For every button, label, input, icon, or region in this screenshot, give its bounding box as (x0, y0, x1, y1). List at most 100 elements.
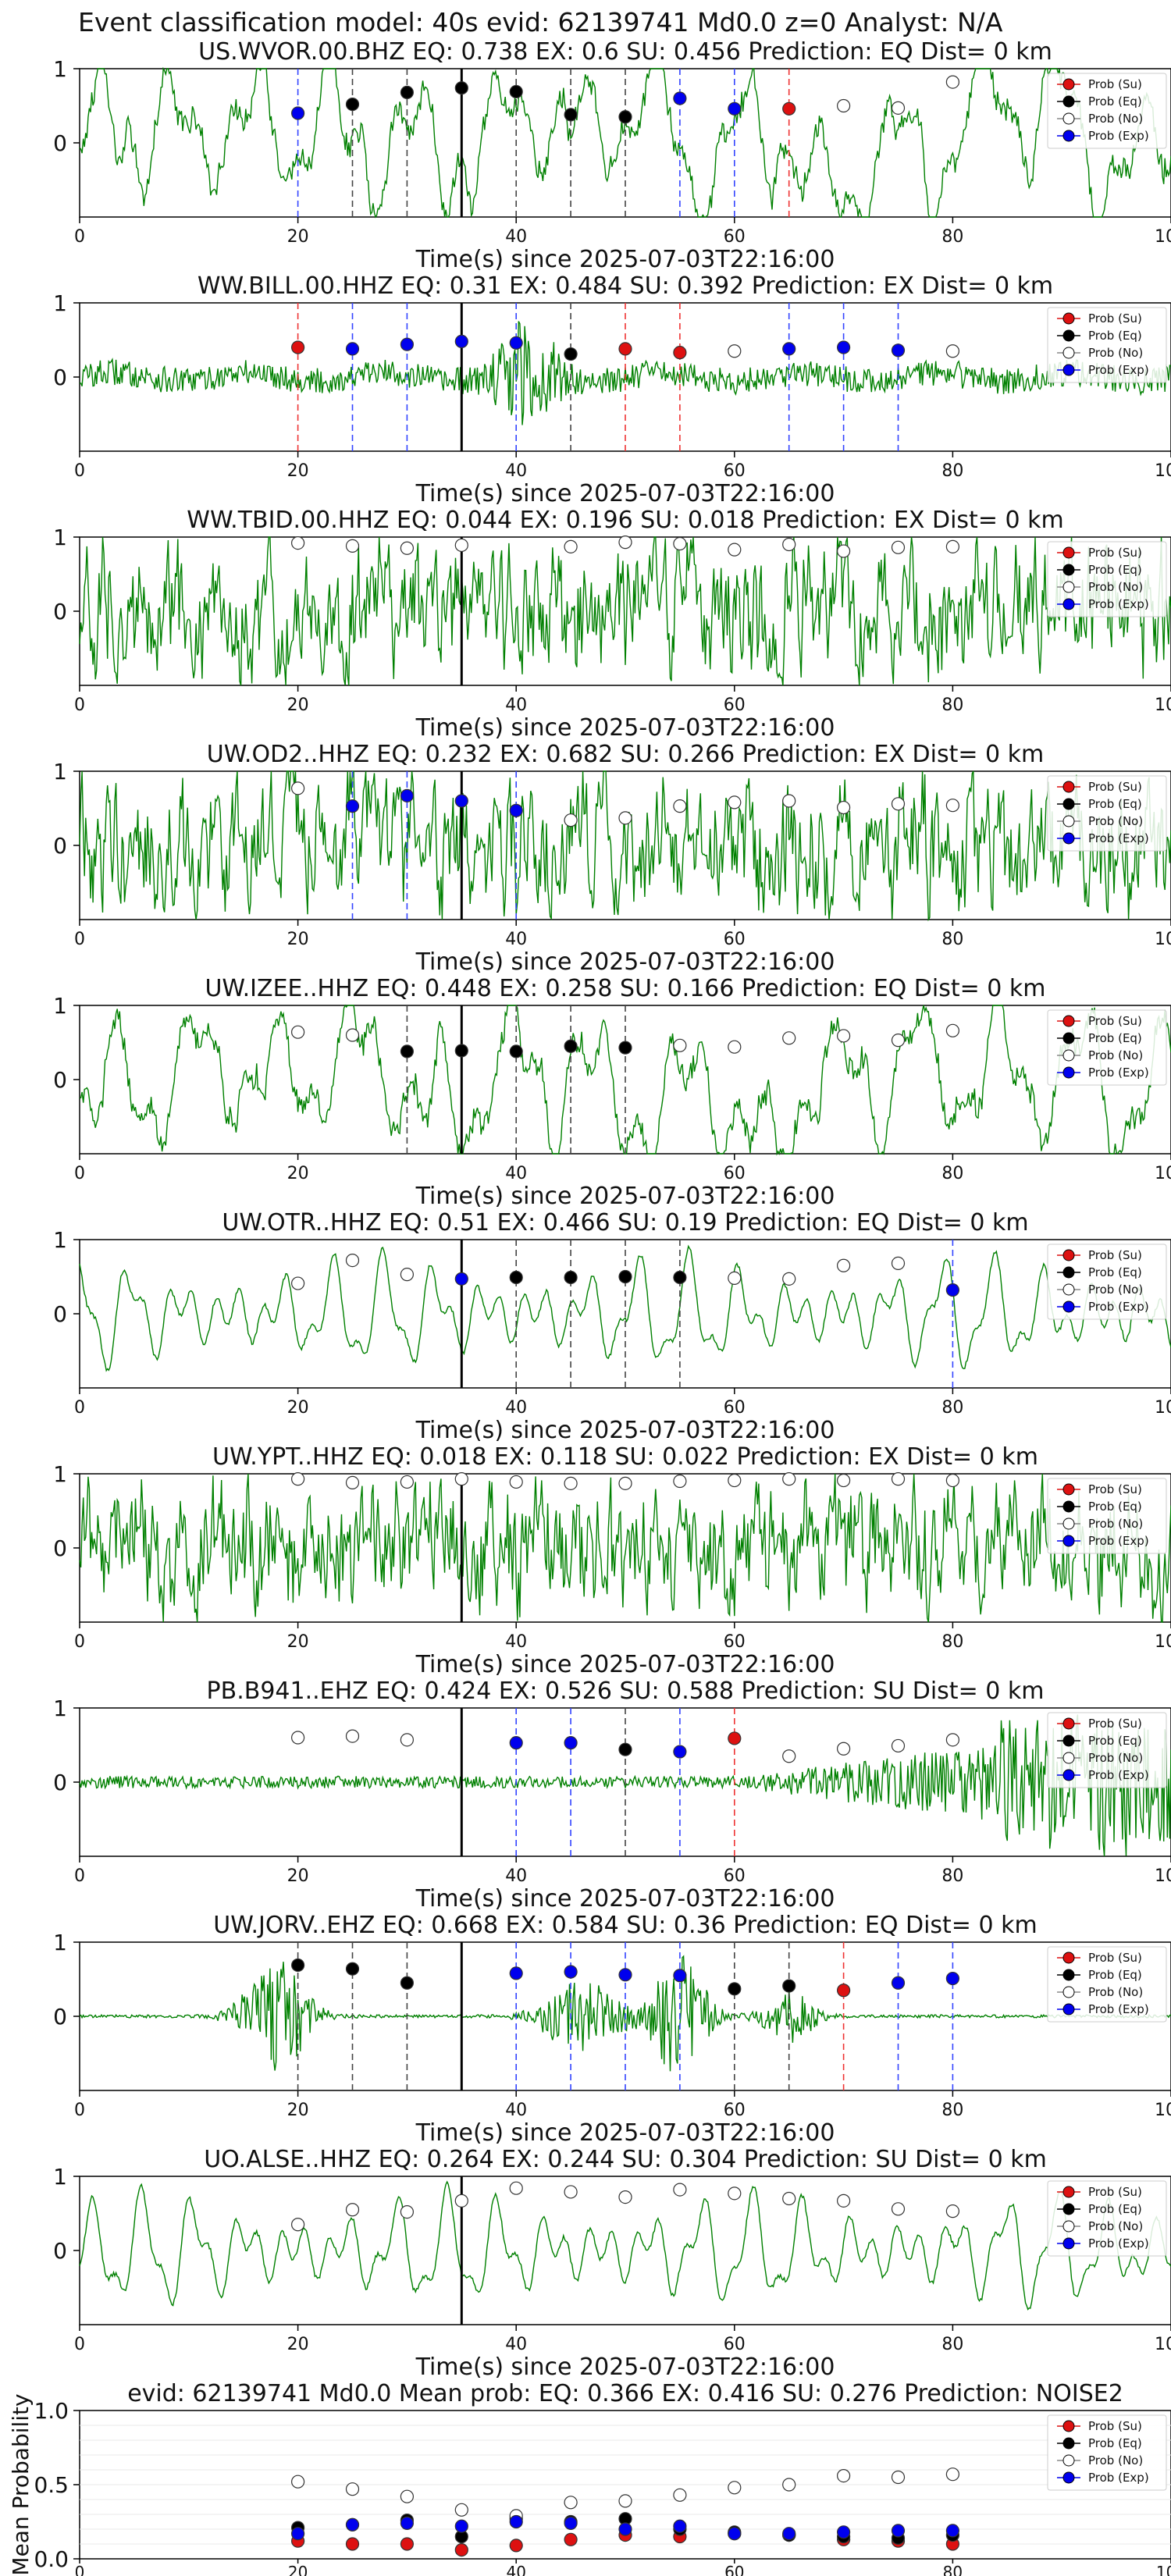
waveform-panel: UW.OTR..HHZ EQ: 0.51 EX: 0.466 SU: 0.19 … (53, 1209, 1171, 1444)
x-axis-label: Time(s) since 2025-07-03T22:16:00 (415, 2354, 835, 2381)
prob-point-exp (564, 1736, 578, 1750)
x-tick-label: 60 (724, 2335, 746, 2354)
prob-point-no (618, 2190, 632, 2204)
prob-point-exp (400, 788, 415, 802)
legend-marker-su (1062, 78, 1075, 91)
x-tick-label: 40 (505, 227, 527, 247)
mean-point-no (400, 2489, 415, 2503)
legend-box (1047, 1009, 1167, 1086)
mean-point-no (673, 2488, 687, 2502)
x-tick-label: 20 (287, 1398, 309, 1418)
legend-marker-eq (1062, 564, 1075, 576)
legend: Prob (Su) Prob (Eq) Prob (No) Prob (Exp) (1047, 775, 1167, 852)
prob-point-no (400, 541, 415, 555)
prob-point-no (345, 1475, 360, 1490)
prob-point-no (454, 538, 468, 553)
prob-point-exp (673, 1745, 687, 1759)
legend-label-no: Prob (No) (1088, 1985, 1143, 1999)
x-axis-label: Time(s) since 2025-07-03T22:16:00 (415, 1183, 835, 1210)
prob-point-eq (728, 1982, 742, 1996)
waveform-panel: UO.ALSE..HHZ EQ: 0.264 EX: 0.244 SU: 0.3… (53, 2146, 1171, 2381)
x-tick-label: 80 (941, 1866, 963, 1886)
x-tick-label: 80 (941, 1398, 963, 1418)
prob-point-no (945, 344, 960, 358)
mean-point-exp (836, 2525, 851, 2539)
x-axis-label: Time(s) since 2025-07-03T22:16:00 (415, 1885, 835, 1912)
prob-point-exp (564, 1965, 578, 1979)
waveform-panel: UW.IZEE..HHZ EQ: 0.448 EX: 0.258 SU: 0.1… (53, 975, 1171, 1210)
prob-point-no (728, 795, 742, 809)
prob-point-no (291, 1731, 305, 1745)
legend-marker-no (1062, 347, 1075, 359)
mean-point-exp (728, 2527, 742, 2541)
x-tick-label: 100 (1155, 1164, 1171, 1183)
legend-marker-eq (1062, 1266, 1075, 1279)
x-tick-label: 60 (724, 227, 746, 247)
prob-point-exp (618, 1968, 632, 1982)
prob-point-no (454, 2194, 468, 2208)
panel-title: UW.IZEE..HHZ EQ: 0.448 EX: 0.258 SU: 0.1… (205, 975, 1045, 1002)
prob-point-no (782, 1749, 796, 1763)
waveform-panel: UW.YPT..HHZ EQ: 0.018 EX: 0.118 SU: 0.02… (53, 1443, 1171, 1678)
prob-point-eq (618, 1269, 632, 1284)
legend-label-exp: Prob (Exp) (1088, 2002, 1149, 2016)
x-tick-label: 80 (941, 696, 963, 715)
legend-marker-exp (1062, 1769, 1075, 1781)
x-tick-label: 60 (724, 1866, 746, 1886)
prob-point-su (673, 346, 687, 360)
legend: Prob (Su) Prob (Eq) Prob (No) Prob (Exp) (1047, 1946, 1167, 2023)
prob-point-no (836, 1742, 851, 1756)
mean-point-no (564, 2496, 578, 2510)
legend-label-no: Prob (No) (1088, 580, 1143, 594)
waveform-trace (79, 536, 1171, 686)
x-tick-label: 60 (724, 696, 746, 715)
prob-point-no (673, 1038, 687, 1052)
legend-marker-no (1062, 1283, 1075, 1296)
legend-marker-exp (1062, 2003, 1075, 2016)
x-tick-label: 20 (287, 2101, 309, 2120)
prob-point-no (836, 800, 851, 815)
x-tick-label: 40 (505, 2335, 527, 2354)
prob-point-exp (400, 337, 415, 351)
prob-point-eq (618, 1041, 632, 1055)
legend-box (1047, 1712, 1167, 1788)
waveform-trace (79, 1473, 1171, 1623)
y-tick-label: 0 (53, 130, 67, 156)
x-tick-label: 0 (74, 2101, 85, 2120)
legend-label-exp: Prob (Exp) (1088, 1066, 1149, 1080)
legend-marker-no (1062, 1752, 1075, 1764)
prob-point-no (673, 536, 687, 551)
mean-point-su (400, 2537, 415, 2551)
legend-label-no: Prob (No) (1088, 2219, 1143, 2233)
prob-point-no (291, 535, 305, 550)
panel-title: UW.YPT..HHZ EQ: 0.018 EX: 0.118 SU: 0.02… (212, 1443, 1038, 1471)
prob-point-no (618, 811, 632, 825)
x-tick-label: 40 (505, 930, 527, 949)
x-tick-label: 0 (74, 1164, 85, 1183)
prob-point-eq (454, 1044, 468, 1058)
prob-point-exp (454, 794, 468, 808)
x-tick-label: 0 (74, 2335, 85, 2354)
waveform-trace (79, 1714, 1171, 1857)
mean-point-exp (345, 2517, 360, 2532)
mean-point-su (454, 2543, 468, 2557)
y-tick-label: 1 (53, 525, 67, 550)
legend-label-su: Prob (Su) (1088, 311, 1142, 326)
x-tick-label: 20 (287, 2335, 309, 2354)
mean-point-no (836, 2469, 851, 2483)
x-axis-label: Time(s) since 2025-07-03T22:16:00 (415, 714, 835, 742)
mean-point-exp (782, 2527, 796, 2541)
prob-point-no (782, 2191, 796, 2206)
legend-label-exp: Prob (Exp) (1088, 2471, 1149, 2485)
prob-point-no (891, 2202, 906, 2216)
prob-point-eq (618, 110, 632, 124)
prob-point-eq (345, 1962, 360, 1976)
y-tick-label: 0 (53, 2238, 67, 2264)
y-tick-label: 0 (53, 599, 67, 624)
figure-title-text: Event classification model: 40s evid: 62… (78, 7, 1003, 37)
y-tick-label: 0 (53, 1535, 67, 1561)
prob-point-no (564, 813, 578, 827)
prob-point-no (345, 539, 360, 553)
prob-point-no (673, 2183, 687, 2197)
